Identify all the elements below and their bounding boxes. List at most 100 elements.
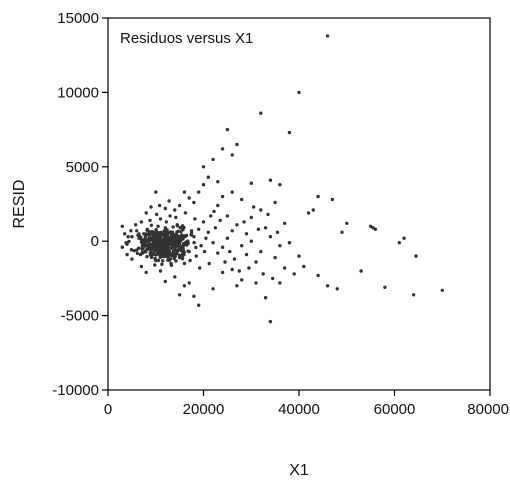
- scatter-point: [202, 249, 207, 254]
- scatter-point: [145, 254, 149, 259]
- scatter-point: [220, 194, 225, 199]
- scatter-point: [155, 212, 159, 217]
- scatter-point: [235, 223, 239, 227]
- x-tick-label: 40000: [278, 401, 320, 418]
- scatter-point: [126, 235, 130, 239]
- scatter-point: [159, 243, 163, 247]
- scatter-point: [144, 270, 148, 275]
- x-tick-label: 60000: [374, 401, 416, 418]
- scatter-point: [211, 157, 215, 162]
- y-tick-label: -10000: [52, 382, 99, 399]
- scatter-point: [148, 251, 152, 255]
- scatter-point: [235, 142, 239, 147]
- scatter-point: [189, 231, 194, 236]
- scatter-point: [201, 165, 206, 169]
- scatter-point: [254, 260, 258, 264]
- x-tick-label: 0: [104, 401, 112, 418]
- scatter-point: [287, 241, 292, 245]
- scatter-point: [244, 252, 249, 257]
- scatter-point: [273, 200, 277, 205]
- scatter-point: [411, 293, 416, 297]
- scatter-point: [216, 251, 220, 255]
- scatter-point: [163, 206, 167, 211]
- scatter-point: [218, 218, 222, 223]
- scatter-point: [154, 240, 158, 244]
- scatter-point: [175, 230, 179, 234]
- scatter-point: [259, 208, 263, 212]
- scatter-point: [192, 200, 196, 205]
- scatter-point: [182, 261, 187, 266]
- x-axis-label: X1: [289, 462, 309, 479]
- scatter-point: [140, 247, 145, 251]
- scatter-point: [273, 255, 277, 260]
- scatter-point: [177, 253, 182, 257]
- scatter-point: [225, 236, 230, 240]
- scatter-point: [414, 254, 418, 258]
- scatter-point: [220, 147, 225, 151]
- scatter-point: [325, 284, 330, 288]
- scatter-point: [198, 266, 202, 270]
- scatter-point: [169, 263, 174, 267]
- scatter-point: [206, 230, 210, 234]
- scatter-point: [194, 245, 198, 250]
- scatter-point: [340, 230, 344, 234]
- scatter-point: [197, 190, 201, 194]
- scatter-point: [125, 252, 129, 257]
- scatter-point: [197, 227, 201, 231]
- scatter-point: [158, 217, 163, 221]
- scatter-point: [181, 228, 185, 232]
- scatter-point: [237, 269, 241, 273]
- scatter-point: [292, 272, 296, 276]
- scatter-point: [171, 241, 175, 245]
- scatter-point: [163, 279, 167, 284]
- scatter-point: [186, 249, 190, 253]
- scatter-point: [187, 196, 191, 200]
- y-tick-label: 10000: [57, 84, 99, 101]
- scatter-point: [199, 244, 203, 248]
- scatter-point: [330, 197, 335, 202]
- x-tick-label: 80000: [467, 401, 509, 418]
- scatter-point: [182, 190, 187, 194]
- y-tick-label: -5000: [61, 308, 99, 325]
- scatter-point: [192, 235, 196, 239]
- scatter-point: [180, 224, 185, 228]
- scatter-point: [150, 232, 154, 236]
- scatter-point: [204, 236, 208, 240]
- scatter-point: [268, 319, 273, 324]
- scatter-point: [164, 220, 168, 224]
- scatter-point: [127, 239, 131, 244]
- scatter-point: [163, 249, 167, 253]
- scatter-point: [120, 224, 125, 228]
- plot-frame: [107, 17, 491, 391]
- scatter-point: [192, 240, 196, 245]
- scatter-point: [182, 234, 187, 238]
- scatter-point: [187, 281, 191, 285]
- scatter-point: [149, 223, 154, 227]
- scatter-point: [251, 205, 256, 209]
- scatter-point: [157, 203, 162, 208]
- scatter-point: [153, 246, 157, 251]
- scatter-point: [197, 303, 201, 307]
- scatter-point: [159, 253, 163, 258]
- scatter-point: [244, 232, 249, 236]
- scatter-point: [144, 211, 148, 215]
- scatter-point: [235, 284, 239, 288]
- scatter-point: [216, 180, 220, 184]
- scatter-point: [162, 232, 166, 236]
- scatter-point: [316, 273, 320, 278]
- scatter-point: [230, 190, 234, 194]
- scatter-point: [302, 264, 306, 269]
- y-tick-label: 5000: [66, 159, 99, 176]
- scatter-point: [194, 254, 198, 258]
- scatter-point: [181, 246, 185, 251]
- scatter-point: [132, 249, 136, 253]
- scatter-point: [228, 249, 232, 254]
- scatter-point: [206, 175, 210, 179]
- scatter-point: [147, 243, 151, 247]
- scatter-point: [139, 220, 144, 224]
- scatter-point: [137, 232, 141, 236]
- scatter-point: [177, 245, 181, 249]
- scatter-point: [207, 261, 211, 266]
- scatter-point: [130, 257, 134, 261]
